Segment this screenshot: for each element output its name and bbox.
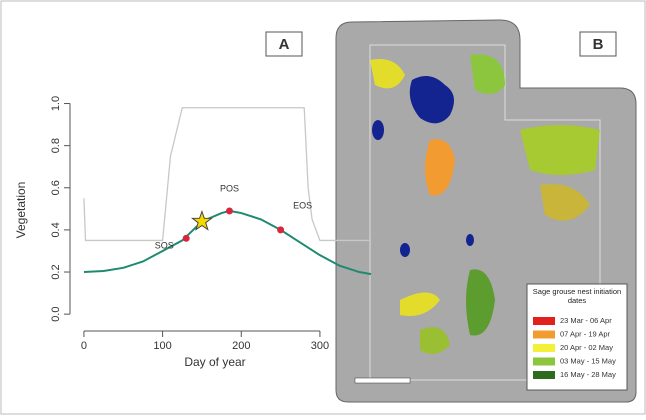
panel-label: A [279,36,290,53]
y-tick-label: 1.0 [50,96,62,111]
y-tick-label: 0.8 [50,138,62,153]
x-tick-label: 100 [153,340,171,352]
y-label: Vegetation [14,182,28,239]
legend-label: 23 Mar - 06 Apr [560,316,612,325]
legend-label: 16 May - 28 May [560,370,616,379]
legend-swatch [533,317,555,325]
marker-label: EOS [293,200,312,210]
legend-swatch [533,331,555,339]
legend-label: 20 Apr - 02 May [560,343,613,352]
marker-label: POS [220,183,239,193]
figure: A Vegetation Day of year B Sage grouse n… [0,0,646,415]
y-tick-label: 0.0 [50,307,62,322]
marker [226,207,233,214]
legend-label: 07 Apr - 19 Apr [560,329,611,338]
lake [400,243,410,257]
x-tick-label: 300 [311,340,329,352]
scale-bar [355,378,410,383]
legend-label: 03 May - 15 May [560,356,616,365]
legend-swatch [533,358,555,366]
marker-label: SOS [155,241,174,251]
panel-label: B [593,36,604,53]
legend-swatch [533,371,555,379]
legend-swatch [533,344,555,352]
habitat [520,125,600,175]
x-label: Day of year [184,355,245,369]
lake [372,120,384,140]
legend-title: Sage grouse nest initiation dates [530,287,624,305]
marker [277,226,284,233]
y-tick-label: 0.2 [50,264,62,279]
legend-title-box: Sage grouse nest initiation dates [530,287,624,313]
x-tick-label: 0 [81,340,87,352]
y-tick-label: 0.4 [50,222,62,237]
y-tick-label: 0.6 [50,180,62,195]
lake [466,234,474,246]
marker [183,235,190,242]
x-tick-label: 200 [232,340,250,352]
